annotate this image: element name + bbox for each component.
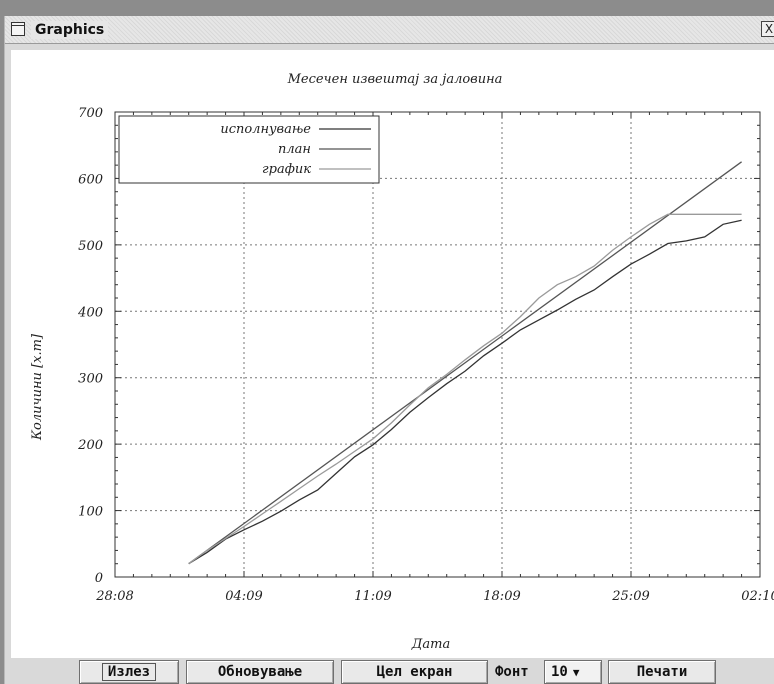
- series-lines: [188, 161, 742, 565]
- x-tick-label: 28:08: [95, 589, 133, 604]
- series-line: [188, 161, 742, 565]
- x-tick-label: 04:09: [225, 589, 262, 604]
- y-tick-label: 700: [78, 106, 103, 121]
- y-tick-label: 500: [78, 239, 103, 254]
- y-tick-label: 300: [78, 372, 103, 387]
- exit-button[interactable]: Излез: [79, 660, 179, 684]
- x-axis-label: Дата: [411, 637, 450, 652]
- legend-label: исполнување: [220, 122, 311, 137]
- chart-title: Месечен извештај за јаловина: [287, 72, 503, 87]
- refresh-button[interactable]: Обновување: [186, 660, 334, 684]
- close-button[interactable]: X: [761, 21, 774, 37]
- x-tick-label: 25:09: [611, 589, 649, 604]
- x-tick-label: 11:09: [354, 589, 391, 604]
- plot-area: 28:08 04:09 11:09 18:09 25:09 02:10 0 100 200 300…: [11, 50, 774, 658]
- legend-label: график: [262, 162, 311, 177]
- y-tick-label: 600: [78, 172, 103, 187]
- legend: исполнување план график: [118, 115, 380, 184]
- font-size-select[interactable]: 10 ▼: [544, 660, 602, 684]
- title-bar[interactable]: Graphics X: [5, 16, 774, 44]
- fullscreen-button[interactable]: Цел екран: [341, 660, 488, 684]
- legend-label: план: [278, 142, 311, 157]
- x-tick-label: 18:09: [483, 589, 520, 604]
- line-chart: 28:08 04:09 11:09 18:09 25:09 02:10 0 100 200 300…: [30, 72, 774, 652]
- y-axis-label: Количини [х.m]: [30, 333, 45, 441]
- font-label: Фонт: [495, 664, 529, 680]
- exit-button-label: Излез: [101, 663, 157, 681]
- print-button[interactable]: Печати: [608, 660, 716, 684]
- y-tick-label: 100: [78, 505, 103, 520]
- y-tick-label: 200: [77, 438, 103, 453]
- font-size-value: 10: [551, 664, 568, 680]
- window-title: Graphics: [31, 21, 109, 39]
- y-tick-label: 0: [95, 571, 103, 586]
- series-line: [188, 213, 742, 565]
- dropdown-arrow-icon: ▼: [572, 665, 580, 679]
- button-bar: Излез Обновување Цел екран Фонт 10 ▼ Печ…: [5, 660, 774, 684]
- window-icon[interactable]: [11, 22, 25, 36]
- plot-frame: [114, 111, 761, 578]
- series-line: [188, 219, 742, 565]
- x-tick-label: 02:10: [741, 589, 774, 604]
- y-tick-label: 400: [77, 305, 103, 320]
- graphics-window: Graphics X 28:08 04:09 11:09 18:09 25:09 02:1…: [4, 16, 774, 684]
- axis-ticks: 28:08 04:09 11:09 18:09 25:09 02:10 0 100 200 300…: [77, 106, 774, 604]
